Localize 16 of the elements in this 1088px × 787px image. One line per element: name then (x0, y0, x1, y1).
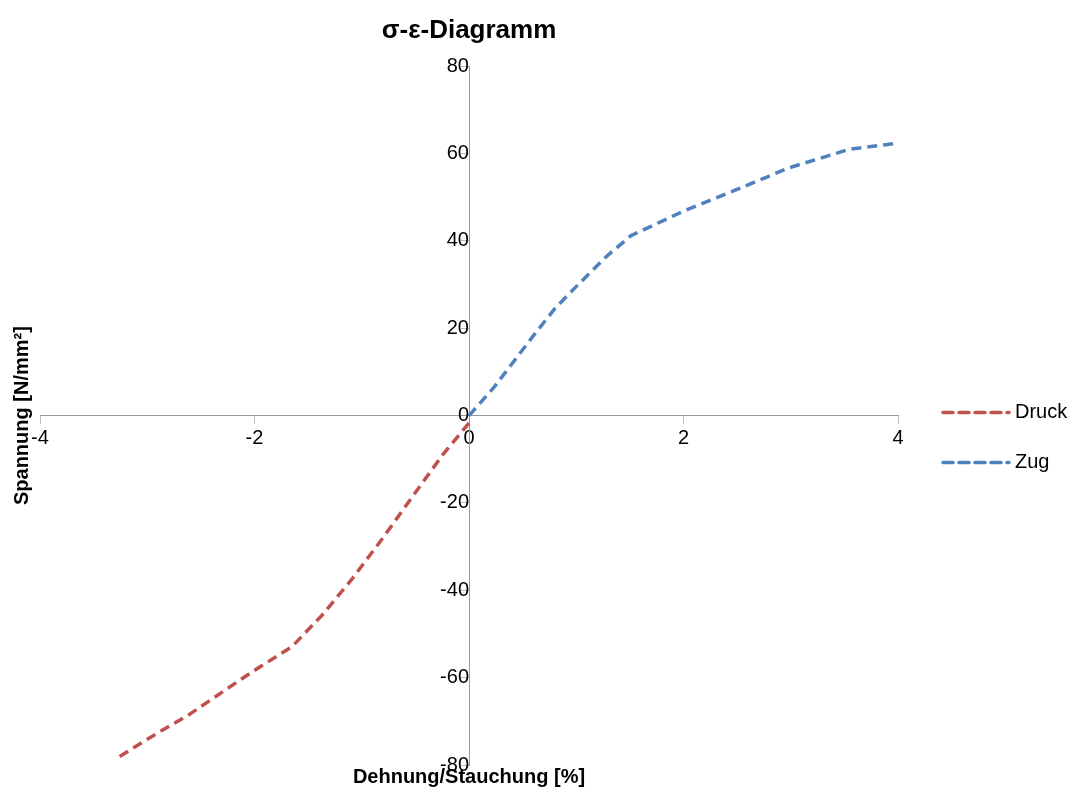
y-tick-label: 0 (457, 403, 469, 426)
legend-label: Druck (1015, 400, 1069, 423)
y-tick-label: -20 (440, 490, 469, 513)
chart-title: σ-ε-Diagramm (381, 13, 557, 44)
x-tick-label: 2 (677, 426, 690, 449)
legend-label: Zug (1015, 450, 1050, 473)
x-tick-label: -2 (245, 426, 264, 449)
y-tick-label: -60 (440, 665, 469, 688)
y-tick-label: 40 (446, 228, 469, 251)
y-tick-label: 60 (446, 141, 469, 164)
y-axis-title: Spannung [N/mm²] (9, 326, 32, 506)
y-tick-label: 80 (446, 53, 469, 76)
y-tick-label: 20 (446, 315, 469, 338)
x-tick-label: 4 (892, 426, 904, 449)
x-tick-label: -4 (31, 426, 49, 449)
y-tick-label: -40 (440, 577, 469, 600)
